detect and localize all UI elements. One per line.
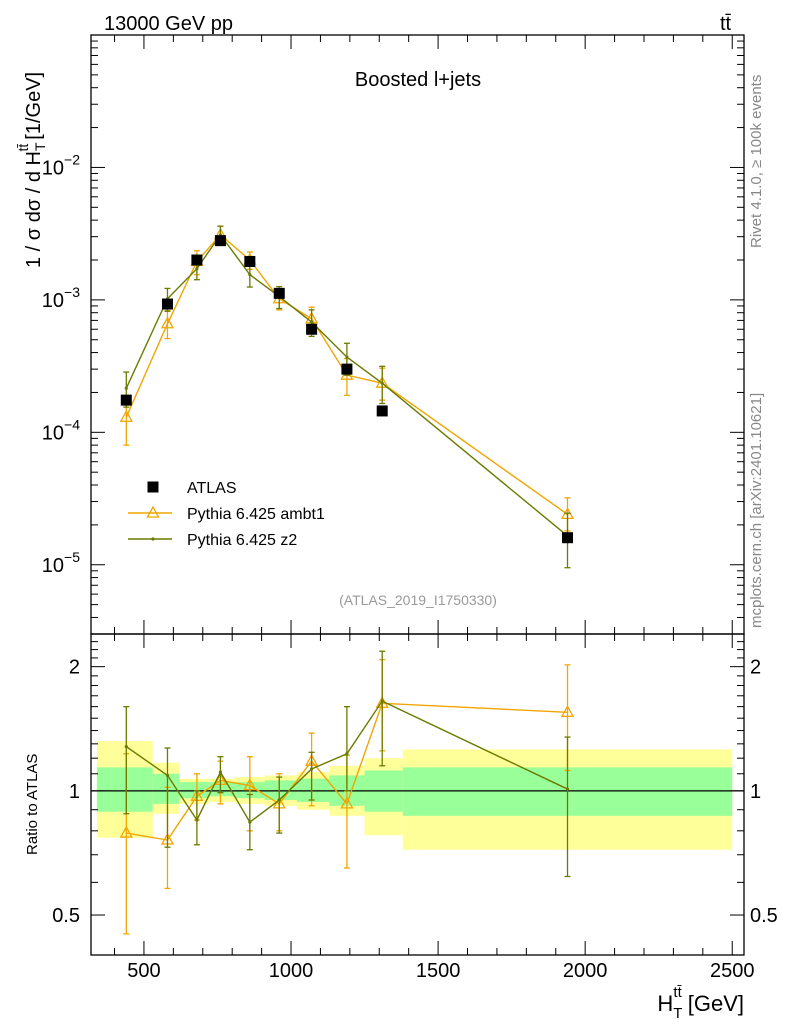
- plot-title: Boosted l+jets: [355, 69, 481, 91]
- data-point-atlas: [244, 255, 256, 267]
- ratio-band-inner: [96, 767, 153, 812]
- header-right: tt̄: [720, 13, 732, 35]
- y-axis-title: 1 / σ dσ / d HTtt̄ [1/GeV]: [15, 72, 48, 268]
- ratio-band-inner: [152, 773, 180, 804]
- legend-label: Pythia 6.425 z2: [187, 532, 297, 549]
- x-tick-label: 500: [127, 960, 160, 982]
- ratio-marker-z2: [277, 798, 281, 802]
- x-axis-title-sup: tt̄: [673, 984, 682, 1001]
- y-axis-title-prefix: 1 / σ dσ / d H: [23, 151, 45, 268]
- ratio-frame: [90, 633, 745, 956]
- ratio-line-z2: [125, 700, 568, 824]
- marker-ambt1: [119, 409, 133, 422]
- x-axis-title-sub: T: [673, 1005, 682, 1022]
- data-point-atlas: [306, 323, 318, 335]
- ratio-tick-label-right: 0.5: [750, 905, 778, 927]
- marker-z2: [124, 386, 128, 390]
- ratio-marker-z2: [310, 767, 314, 771]
- legend-label: ATLAS: [187, 480, 237, 497]
- ratio-series-group: [119, 650, 575, 935]
- axes-group: 500 1000 1500 2000 2500 10−2 10−3 10−4 10−5 0.5 0.…: [42, 34, 778, 982]
- ratio-marker-z2: [345, 752, 349, 756]
- ratio-marker-z2: [380, 699, 384, 703]
- x-axis-title-unit: [GeV]: [688, 991, 744, 1016]
- x-tick-label: 1500: [416, 960, 461, 982]
- marker-z2: [310, 320, 314, 324]
- ratio-marker-z2: [248, 820, 252, 824]
- y-tick-label: 10−2: [42, 151, 80, 179]
- ratio-tick-label-right: 1: [750, 781, 761, 803]
- marker-z2: [248, 273, 252, 277]
- y-axis-title-sub: T: [32, 142, 48, 151]
- data-point-atlas: [191, 254, 203, 266]
- side-label-top: Rivet 4.1.0, ≥ 100k events: [748, 75, 765, 248]
- data-point-atlas: [273, 287, 285, 299]
- ratio-marker-ambt1: [243, 778, 257, 791]
- data-point-atlas: [562, 532, 574, 544]
- x-axis-title-main: H: [657, 991, 673, 1016]
- legend-marker-ambt1: [146, 505, 160, 518]
- side-label-bottom: mcplots.cern.ch [arXiv:2401.10621]: [748, 393, 765, 628]
- ratio-marker-ambt1: [119, 825, 133, 838]
- series-line-z2: [125, 233, 568, 537]
- analysis-id: (ATLAS_2019_I1750330): [339, 592, 497, 608]
- marker-z2: [345, 355, 349, 359]
- ratio-marker-z2: [565, 787, 570, 791]
- ratio-tick-label-left: 1: [69, 781, 80, 803]
- data-point-atlas: [161, 298, 173, 310]
- marker-z2: [380, 381, 384, 385]
- ratio-marker-z2: [165, 773, 170, 778]
- ratio-marker-ambt1: [560, 704, 575, 717]
- marker-z2: [195, 267, 199, 271]
- ratio-axis-title: Ratio to ATLAS: [24, 754, 41, 855]
- header-left: 13000 GeV pp: [104, 13, 233, 35]
- y-axis-title-unit: [1/GeV]: [23, 72, 45, 140]
- legend: ATLAS Pythia 6.425 ambt1 Pythia 6.425 z2: [128, 480, 325, 549]
- ratio-tick-label-right: 2: [750, 657, 761, 679]
- x-axis-title: HTtt̄ [GeV]: [657, 984, 744, 1022]
- data-point-atlas: [214, 235, 226, 247]
- legend-marker-z2: [151, 537, 155, 541]
- legend-swatch-atlas: [147, 481, 159, 493]
- y-tick-label: 10−5: [42, 549, 80, 577]
- ratio-band-inner: [264, 780, 297, 801]
- data-point-atlas: [341, 363, 353, 375]
- data-point-atlas: [120, 394, 132, 406]
- y-axis-title-sup: tt̄: [15, 144, 31, 152]
- ratio-tick-label-left: 2: [69, 657, 80, 679]
- x-tick-label: 1000: [269, 960, 314, 982]
- x-tick-label: 2000: [563, 960, 608, 982]
- ratio-marker-ambt1: [340, 796, 354, 809]
- y-tick-label: 10−4: [42, 416, 80, 444]
- x-tick-label: 2500: [710, 960, 755, 982]
- data-point-atlas: [376, 405, 388, 417]
- legend-label: Pythia 6.425 ambt1: [187, 506, 325, 523]
- ratio-uncertainty-bands: [91, 741, 744, 850]
- ratio-tick-label-left: 0.5: [52, 905, 80, 927]
- ratio-marker-z2: [124, 745, 128, 749]
- ratio-marker-z2: [195, 818, 199, 822]
- y-tick-label: 10−3: [42, 284, 80, 312]
- main-series-group: [119, 225, 575, 569]
- marker-ambt1: [160, 316, 175, 329]
- ratio-marker-z2: [218, 770, 223, 774]
- series-line-ambt1: [125, 233, 568, 515]
- ratio-line-ambt1: [126, 702, 568, 841]
